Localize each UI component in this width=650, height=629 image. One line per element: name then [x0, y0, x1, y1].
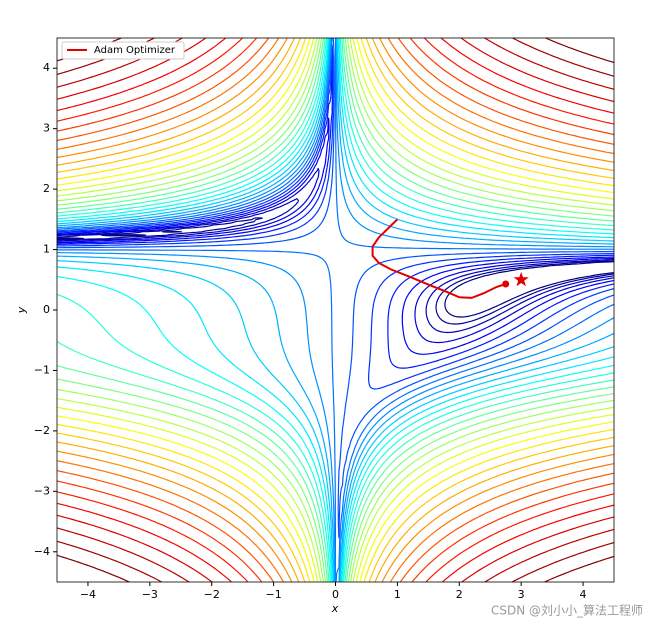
y-tick-label: 4 — [43, 61, 50, 74]
legend-label: Adam Optimizer — [94, 45, 176, 56]
x-tick-label: 2 — [456, 588, 463, 601]
contour-line — [57, 58, 614, 369]
legend-box — [61, 41, 185, 60]
watermark: CSDN @刘小小_算法工程师 — [491, 603, 643, 618]
y-tick-label: 2 — [43, 182, 50, 195]
contour-line — [57, 231, 614, 318]
x-axis-label: x — [331, 602, 339, 615]
contour-line — [57, 38, 614, 582]
contour-line — [57, 38, 614, 582]
contour-line — [57, 38, 614, 582]
contour-line — [57, 168, 614, 344]
contour-line — [57, 38, 614, 582]
end-point — [502, 280, 510, 288]
x-tick-label: −4 — [80, 588, 96, 601]
contour-line — [57, 38, 614, 582]
x-tick-label: 0 — [332, 588, 339, 601]
y-tick-label: −2 — [34, 424, 50, 437]
contour-line — [57, 38, 614, 582]
y-tick-label: 0 — [43, 303, 50, 316]
minimum-star — [513, 271, 529, 287]
contour-line — [57, 38, 614, 582]
y-axis-label: y — [15, 306, 28, 314]
x-tick-label: −1 — [266, 588, 282, 601]
contour-line — [57, 198, 614, 334]
x-tick-label: −2 — [204, 588, 220, 601]
contour-line — [57, 38, 614, 582]
contours — [57, 38, 614, 582]
contour-line — [57, 38, 614, 582]
contour-line — [57, 38, 614, 582]
y-tick-label: −3 — [34, 484, 50, 497]
contour-line — [57, 117, 614, 355]
x-tick-label: 3 — [518, 588, 525, 601]
contour-line — [57, 38, 614, 582]
contour-line — [57, 38, 614, 582]
contour-line — [57, 38, 614, 582]
contour-line — [57, 38, 614, 582]
y-tick-label: 3 — [43, 122, 50, 135]
contour-line — [57, 38, 614, 582]
optimizer-path — [371, 218, 507, 299]
x-tick-label: 1 — [394, 588, 401, 601]
contour-line — [57, 38, 614, 539]
x-tick-label: 4 — [580, 588, 587, 601]
contour-line — [57, 38, 614, 582]
contour-line — [57, 38, 614, 582]
contour-line — [57, 38, 614, 582]
x-tick-label: −3 — [142, 588, 158, 601]
y-tick-label: −1 — [34, 363, 50, 376]
contour-line — [57, 38, 614, 582]
y-tick-label: −4 — [34, 545, 50, 558]
contour-line — [57, 38, 614, 582]
contour-line — [57, 38, 614, 582]
contour-line — [57, 44, 614, 390]
contour-line — [57, 38, 614, 582]
contour-line — [57, 38, 614, 582]
y-tick-label: 1 — [43, 243, 50, 256]
